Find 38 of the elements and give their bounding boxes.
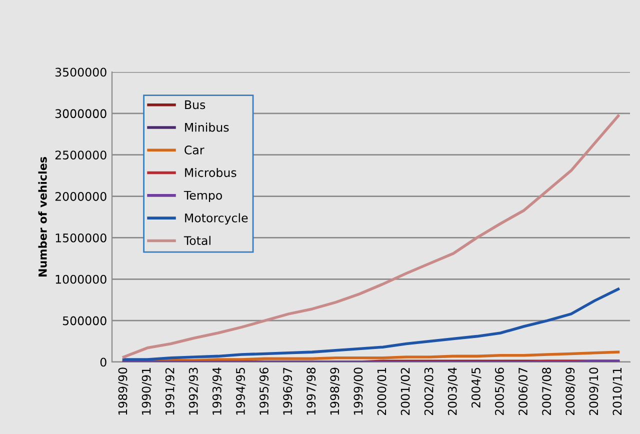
y-tick-label: 3500000 bbox=[55, 68, 106, 77]
legend-label: Bus bbox=[185, 100, 206, 110]
legend-label: Tempo bbox=[184, 190, 222, 202]
x-tick-label: 1991/92 bbox=[165, 368, 176, 415]
x-tick-label: 2007/08 bbox=[542, 368, 552, 416]
x-tick-label: 2005/06 bbox=[494, 368, 505, 416]
y-tick-label: 0 bbox=[100, 358, 106, 367]
x-tick-label: 2001/02 bbox=[400, 368, 411, 416]
x-tick-label: 2010/11 bbox=[612, 368, 623, 416]
legend-label: Minibus bbox=[185, 122, 229, 132]
y-tick-label: 1000000 bbox=[56, 274, 106, 284]
x-tick-label: 1996/97 bbox=[283, 368, 293, 415]
x-tick-label: 1998/99 bbox=[330, 368, 340, 415]
x-tick-label: 1995/96 bbox=[260, 368, 270, 415]
x-tick-label: 1993/94 bbox=[212, 368, 222, 415]
x-tick-label: 1994/95 bbox=[236, 368, 246, 415]
y-tick-label: 3000000 bbox=[55, 109, 106, 118]
y-tick-label: 1500000 bbox=[56, 233, 106, 242]
x-tick-label: 1989/90 bbox=[118, 368, 128, 415]
legend-label: Motorcycle bbox=[185, 213, 248, 225]
y-tick-label: 2500000 bbox=[55, 150, 106, 160]
legend-label: Microbus bbox=[185, 168, 236, 178]
x-tick-label: 2009/10 bbox=[589, 368, 600, 416]
legend-label: Total bbox=[184, 236, 210, 246]
x-tick-label: 2006/07 bbox=[518, 368, 528, 416]
x-tick-label: 1992/93 bbox=[188, 368, 199, 415]
x-tick-label: 2004/5 bbox=[471, 368, 482, 408]
legend-label: Car bbox=[184, 146, 204, 154]
x-tick-label: 1990/91 bbox=[142, 368, 152, 415]
x-tick-label: 1997/98 bbox=[306, 368, 316, 415]
y-axis-title: Number of vehicles bbox=[38, 157, 47, 276]
x-tick-label: 2000/01 bbox=[377, 368, 388, 416]
y-tick-label: 500000 bbox=[62, 316, 106, 326]
x-tick-label: 2003/04 bbox=[448, 368, 458, 416]
x-tick-label: 2008/09 bbox=[566, 368, 576, 416]
y-tick-label: 2000000 bbox=[55, 192, 106, 201]
x-tick-label: 1999/00 bbox=[354, 368, 364, 415]
x-tick-label: 2002/03 bbox=[424, 368, 434, 416]
